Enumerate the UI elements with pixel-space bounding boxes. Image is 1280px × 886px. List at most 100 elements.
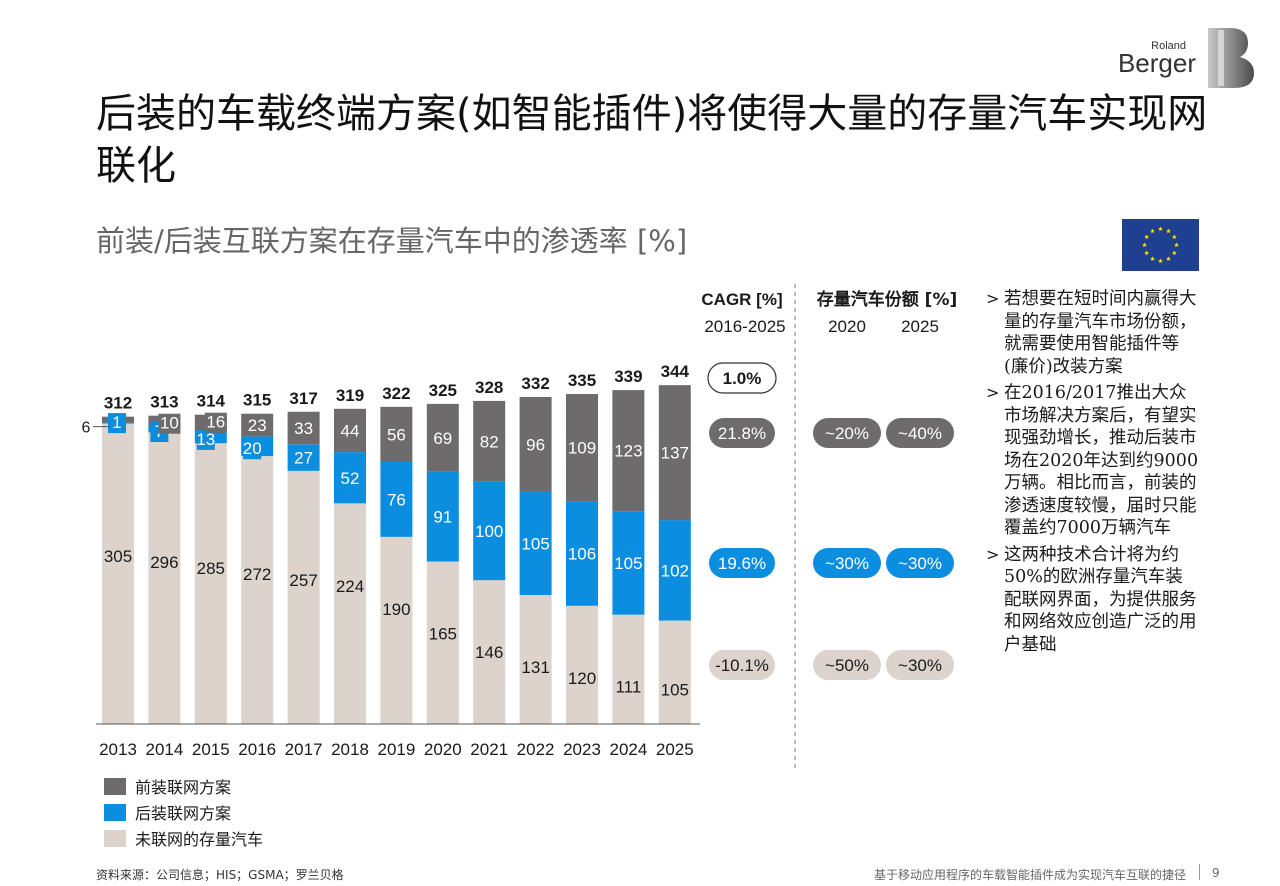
segment-value-label: 10 (160, 414, 179, 433)
bar-segment-oem (519, 396, 552, 492)
x-tick-label: 2024 (609, 740, 647, 759)
segment-value-label: 20 (243, 439, 262, 458)
bar-segment-aftermarket (519, 491, 552, 595)
segment-value-label: 44 (341, 421, 360, 440)
bar-segment-aftermarket (426, 471, 459, 562)
cagr-unconnected-pill (709, 650, 775, 680)
eu-star-icon (1150, 256, 1155, 261)
bar-segment-aftermarket (612, 511, 645, 615)
segment-value-label: 91 (433, 508, 452, 527)
bar-total-label: 322 (382, 384, 410, 403)
segment-value-label: 131 (521, 658, 549, 677)
small-value-box (243, 439, 262, 460)
bar-segment-unconnected (194, 443, 227, 724)
share-oem-label: ~20% (825, 424, 869, 443)
bar-segment-oem (334, 408, 366, 453)
bar-total-label: 319 (336, 386, 364, 405)
logo-text-small: Roland (1151, 40, 1186, 52)
bar-segment-aftermarket (658, 520, 691, 621)
bar-total-label: 313 (150, 393, 178, 412)
share-aftermarket-pill (813, 548, 881, 578)
segment-value-label: 146 (475, 643, 503, 662)
x-tick-label: 2022 (517, 740, 555, 759)
small-value-box (158, 413, 181, 434)
segment-value-label: 296 (150, 553, 178, 572)
share-oem-label: ~40% (898, 424, 942, 443)
bar-segment-unconnected (148, 432, 181, 724)
segment-value-label: 52 (341, 469, 360, 488)
bar-segment-unconnected (102, 423, 134, 724)
bar-total-label: 317 (289, 389, 317, 408)
note-item: 若想要在短时间内赢得大量的存量汽车市场份额，就需要使用智能插件等(廉价)改装方案 (986, 288, 1200, 378)
bar-total-label: 312 (104, 394, 132, 413)
cagr-oem-label: 21.8% (718, 424, 766, 443)
bar-segment-unconnected (241, 456, 274, 724)
segment-value-label: 109 (568, 439, 596, 458)
legend-swatch-aftermarket (104, 803, 126, 821)
eu-star-icon (1171, 250, 1177, 256)
x-tick-label: 2020 (424, 740, 462, 759)
share-unconnected-pill (813, 650, 881, 680)
legend-label-aftermarket: 后装联网方案 (135, 804, 232, 823)
bar-segment-unconnected (612, 614, 645, 724)
legend-swatch-oem (104, 777, 126, 795)
small-value-box (204, 412, 227, 433)
share-unconnected-label: ~30% (898, 656, 942, 675)
stacked-bar-chart: 3051312201329671031320142851316314201527… (82, 284, 958, 770)
legend-item-unconnected: 未联网的存量汽车 (104, 825, 263, 851)
cagr-oem-pill (709, 418, 775, 448)
share-unconnected-label: ~50% (825, 656, 869, 675)
cagr-period: 2016-2025 (704, 317, 785, 336)
legend-label-oem: 前装联网方案 (135, 778, 232, 797)
small-value-box (108, 413, 126, 434)
eu-flag-icon (1122, 219, 1199, 271)
x-tick-label: 2014 (145, 740, 183, 759)
x-tick-label: 2021 (470, 740, 508, 759)
x-tick-label: 2023 (563, 740, 601, 759)
segment-value-label: 285 (197, 559, 225, 578)
x-tick-label: 2019 (377, 740, 415, 759)
footer-divider (1199, 864, 1200, 880)
segment-value-label: 106 (568, 545, 596, 564)
cagr-header: CAGR [%] (701, 290, 782, 309)
eu-star-icon (1171, 234, 1177, 240)
bar-total-label: 314 (197, 392, 226, 411)
eu-star-icon (1166, 256, 1171, 261)
share-oem-pill (886, 418, 954, 448)
eu-star-icon (1150, 228, 1155, 234)
bar-segment-aftermarket (287, 444, 320, 471)
segment-value-label: 111 (615, 678, 641, 697)
x-tick-label: 2025 (656, 740, 694, 759)
page-number: 9 (1212, 866, 1220, 880)
x-tick-label: 2016 (238, 740, 276, 759)
share-oem-pill (813, 418, 881, 448)
bar-total-label: 325 (429, 381, 457, 400)
logo-b-mark-icon (1208, 28, 1254, 88)
bar-total-label: 339 (614, 367, 642, 386)
segment-value-label: 13 (196, 430, 215, 449)
eu-star-icon (1158, 258, 1163, 264)
bar-segment-unconnected (566, 605, 598, 724)
share-year-label: 2025 (901, 317, 939, 336)
share-unconnected-pill (886, 650, 954, 680)
segment-value-label: 105 (521, 534, 549, 553)
page-title: 后装的车载终端方案(如智能插件)将使得大量的存量汽车实现网联化 (96, 91, 1208, 189)
segment-value-label: 272 (243, 565, 271, 584)
segment-value-label: 96 (526, 435, 545, 454)
bar-segment-unconnected (519, 594, 552, 724)
segment-value-label: 102 (661, 561, 689, 580)
bar-total-label: 335 (568, 371, 596, 390)
eu-star-icon (1144, 250, 1150, 256)
segment-value-label: 69 (433, 429, 452, 448)
bar-segment-unconnected (334, 503, 366, 724)
bar-segment-aftermarket (473, 481, 506, 581)
segment-value-label: 105 (661, 680, 689, 699)
segment-value-label: 224 (336, 577, 364, 596)
share-header: 存量汽车份额 [%] (817, 289, 958, 310)
x-tick-label: 2013 (99, 740, 137, 759)
eu-star-icon (1166, 228, 1171, 234)
cagr-total-pill (707, 362, 777, 394)
bar-segment-unconnected (380, 536, 413, 724)
bar-segment-aftermarket (380, 461, 413, 537)
segment-value-label: 137 (661, 444, 689, 463)
